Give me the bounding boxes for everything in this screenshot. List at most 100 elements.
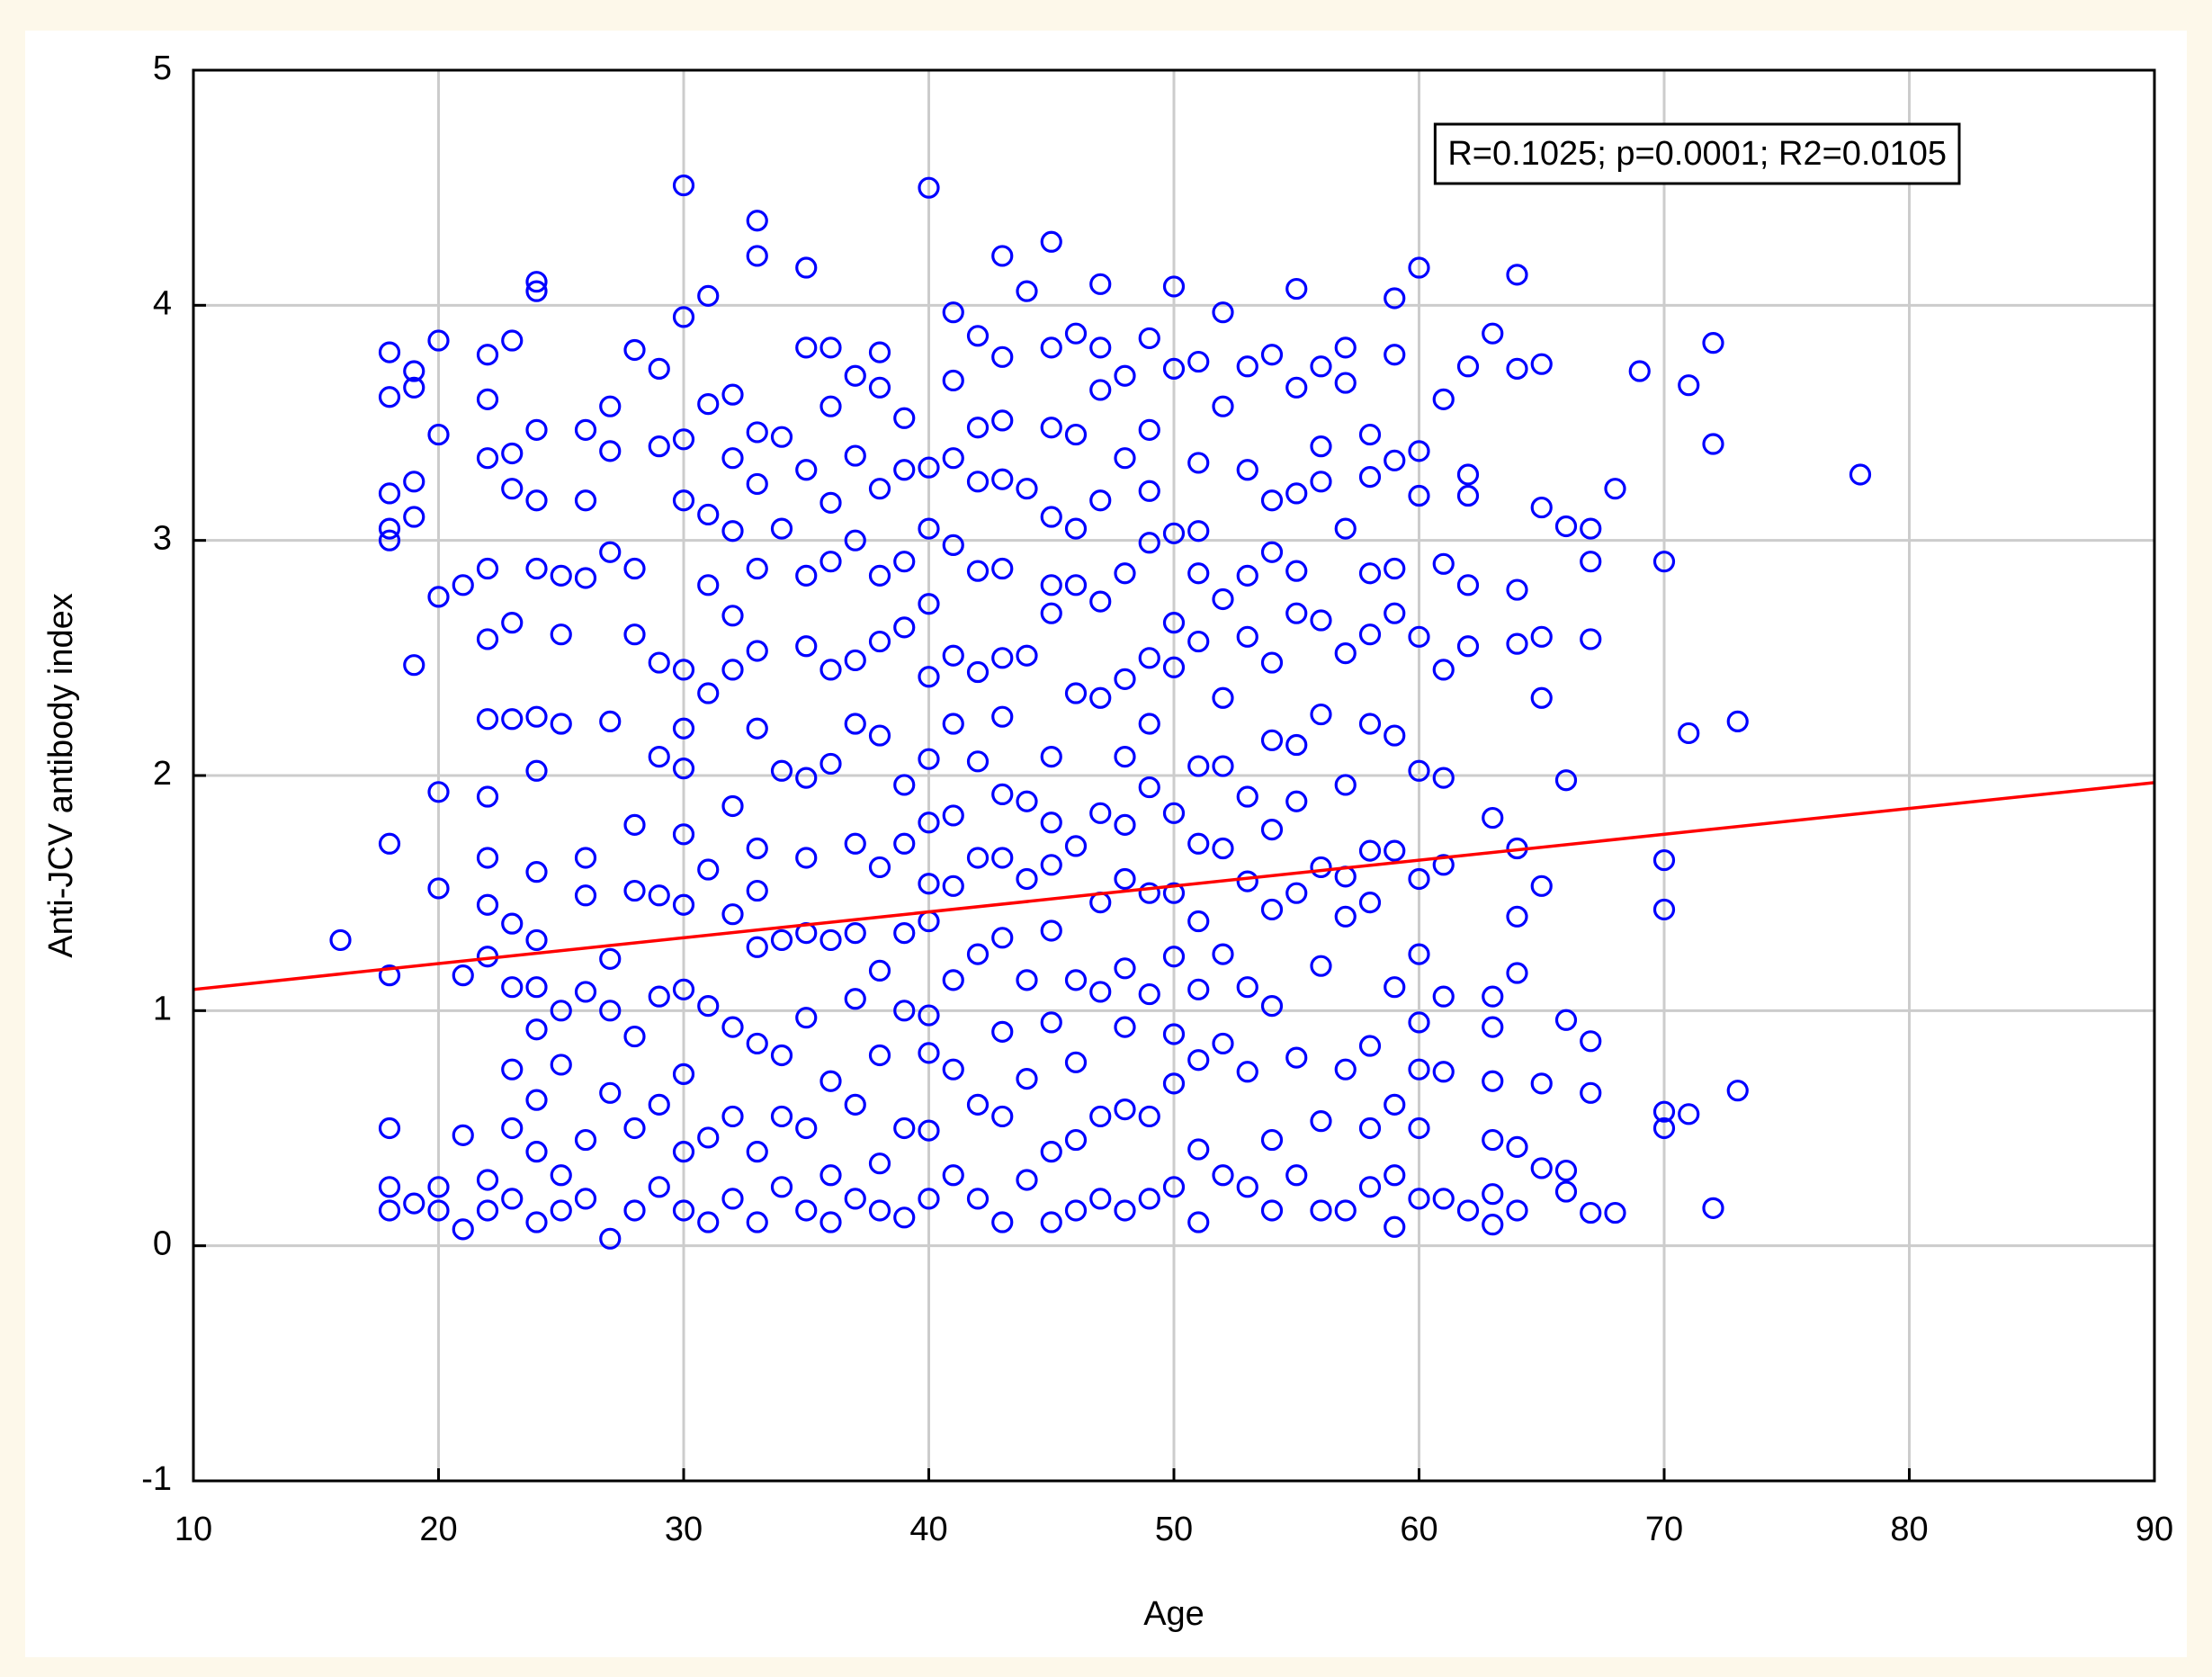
point [746, 879, 768, 902]
point [770, 1105, 793, 1128]
point [1016, 790, 1038, 812]
point [1358, 713, 1382, 735]
point [623, 813, 646, 836]
point [1334, 517, 1357, 540]
point [1432, 388, 1455, 410]
point [868, 478, 891, 500]
point [403, 1192, 425, 1215]
point [672, 489, 695, 512]
point [893, 1206, 916, 1229]
point [452, 1218, 474, 1241]
point [1236, 625, 1258, 648]
point [1089, 1188, 1112, 1210]
point [844, 988, 866, 1010]
point [1285, 882, 1308, 904]
point [648, 435, 670, 458]
point [550, 1164, 572, 1187]
point [1187, 562, 1210, 585]
point [672, 758, 695, 780]
point [1040, 417, 1062, 439]
point [1114, 1098, 1136, 1121]
x-tick-label: 30 [665, 1511, 703, 1548]
point [844, 364, 866, 387]
point [746, 210, 768, 232]
point [918, 1042, 940, 1064]
point [1285, 376, 1308, 399]
point [746, 245, 768, 267]
point [1456, 574, 1480, 596]
point [1064, 322, 1088, 345]
point [1554, 1159, 1578, 1182]
point [623, 557, 646, 580]
y-tick-label: 4 [153, 284, 172, 322]
point [746, 557, 768, 580]
point [1138, 418, 1160, 441]
point [942, 1058, 964, 1081]
point [378, 1199, 401, 1222]
point [1236, 785, 1258, 808]
point [1064, 1128, 1088, 1152]
point [1358, 839, 1382, 862]
point [574, 981, 597, 1003]
point [1089, 273, 1112, 295]
point [1310, 955, 1332, 977]
point [1432, 552, 1455, 575]
point [868, 1152, 891, 1175]
point [1260, 651, 1284, 674]
point [1114, 1199, 1136, 1222]
point [1285, 277, 1308, 300]
point [648, 1093, 670, 1116]
point [1187, 755, 1210, 777]
point [550, 564, 572, 587]
point [868, 1044, 891, 1067]
point [1162, 1176, 1186, 1198]
y-tick-label: 2 [153, 755, 172, 793]
point [574, 489, 597, 512]
point [1040, 812, 1062, 834]
point [1162, 1072, 1186, 1095]
point [1114, 957, 1136, 980]
point [1530, 686, 1553, 709]
point [1384, 557, 1406, 580]
point [1482, 1070, 1504, 1092]
point [476, 708, 499, 731]
point [329, 928, 352, 952]
point [1138, 713, 1160, 735]
point [770, 1044, 793, 1067]
annotation: R=0.1025; p=0.0001; R2=0.0105 [1447, 135, 1947, 173]
point [746, 640, 768, 662]
point [918, 812, 940, 834]
point [1384, 449, 1406, 471]
point [697, 682, 720, 704]
point [672, 1199, 695, 1222]
point [1260, 898, 1284, 921]
point [1702, 332, 1724, 354]
point [893, 407, 916, 429]
point [1310, 1110, 1332, 1133]
point [918, 1119, 940, 1142]
point [525, 557, 548, 580]
point [1482, 1128, 1504, 1152]
point [672, 428, 695, 451]
point [1212, 686, 1234, 709]
point [721, 659, 744, 681]
point [1040, 854, 1062, 876]
point [1187, 452, 1210, 474]
point [501, 708, 524, 731]
point [1456, 484, 1480, 507]
point [1408, 440, 1430, 462]
point [1236, 870, 1258, 892]
point [1064, 517, 1088, 540]
point [1260, 729, 1284, 751]
point [648, 651, 670, 674]
point [501, 1117, 524, 1140]
point [1114, 364, 1136, 387]
point [378, 386, 401, 408]
point [1114, 867, 1136, 891]
point [1064, 969, 1088, 991]
point [1432, 1188, 1455, 1210]
point [1064, 423, 1088, 446]
point [1506, 632, 1528, 655]
point [476, 557, 499, 580]
